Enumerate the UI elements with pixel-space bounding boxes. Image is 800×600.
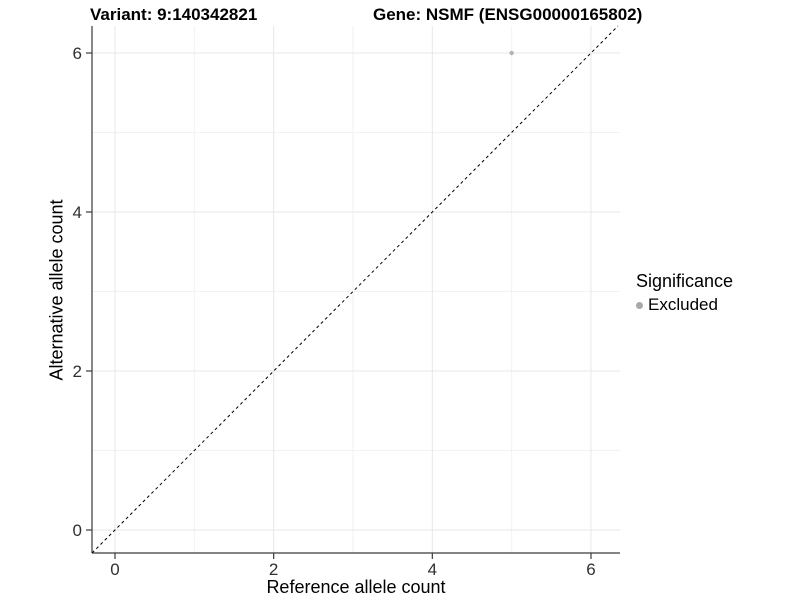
legend-item-excluded: Excluded xyxy=(636,295,733,315)
y-tick-label: 6 xyxy=(73,44,82,63)
excluded-point-icon xyxy=(636,301,643,309)
x-tick-label: 0 xyxy=(110,560,119,579)
y-axis-title: Alternative allele count xyxy=(46,199,67,381)
variant-title: Variant: 9:140342821 xyxy=(90,5,258,24)
identity-dashed-line xyxy=(91,25,619,554)
x-axis-title: Reference allele count xyxy=(266,577,446,597)
data-point xyxy=(509,50,514,56)
x-tick-label: 2 xyxy=(269,560,278,579)
gene-title: Gene: NSMF (ENSG00000165802) xyxy=(373,5,643,24)
legend-title: Significance xyxy=(636,271,734,291)
y-tick-label: 0 xyxy=(73,521,82,540)
y-tick-label: 4 xyxy=(73,203,82,222)
legend: Significance Excluded xyxy=(636,271,733,315)
y-tick-label: 2 xyxy=(73,362,82,381)
legend-item-label: Excluded xyxy=(648,295,718,314)
x-tick-label: 6 xyxy=(586,560,595,579)
x-tick-label: 4 xyxy=(428,560,437,579)
